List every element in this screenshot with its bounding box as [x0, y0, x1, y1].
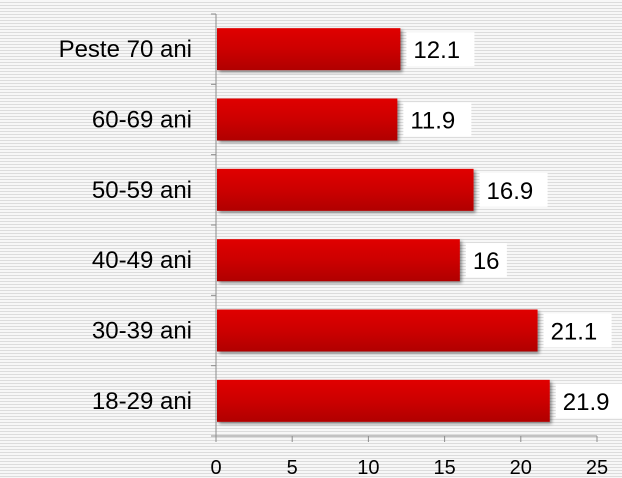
value-label: 21.9: [563, 389, 610, 416]
x-tick-label: 25: [586, 457, 608, 478]
bar: [217, 28, 401, 71]
labels: 0 5 10 15 20 25 Peste 70 ani 12.1 60-69 ani 11.9 5…: [59, 32, 622, 478]
x-tick-label: 5: [287, 457, 298, 478]
value-label: 11.9: [410, 108, 455, 135]
value-label-background: [543, 313, 612, 348]
value-label: 12.1: [413, 37, 460, 64]
x-tick-label: 10: [357, 457, 379, 478]
value-label-background: [555, 383, 622, 418]
bars: [217, 28, 550, 422]
x-tick-label: 0: [210, 457, 221, 478]
bar: [217, 98, 398, 141]
x-tick-label: 15: [433, 457, 455, 478]
value-label-background: [479, 172, 548, 207]
axes: [211, 13, 598, 442]
value-label: 16: [473, 248, 500, 275]
value-label-background: [465, 243, 507, 278]
bar: [217, 239, 460, 282]
value-label-background: [403, 102, 472, 137]
category-label: 18-29 ani: [92, 388, 192, 415]
bar: [217, 379, 550, 422]
value-label: 16.9: [487, 178, 534, 205]
value-label-background: [406, 32, 475, 67]
bar: [217, 168, 474, 211]
category-label: 50-59 ani: [92, 177, 192, 204]
x-tick-label: 20: [510, 457, 532, 478]
bar: [217, 309, 538, 352]
category-label: 30-39 ani: [92, 318, 192, 345]
category-label: 40-49 ani: [92, 247, 192, 274]
category-label: Peste 70 ani: [59, 36, 192, 63]
category-label: 60-69 ani: [92, 107, 192, 134]
value-label: 21.1: [551, 319, 598, 346]
